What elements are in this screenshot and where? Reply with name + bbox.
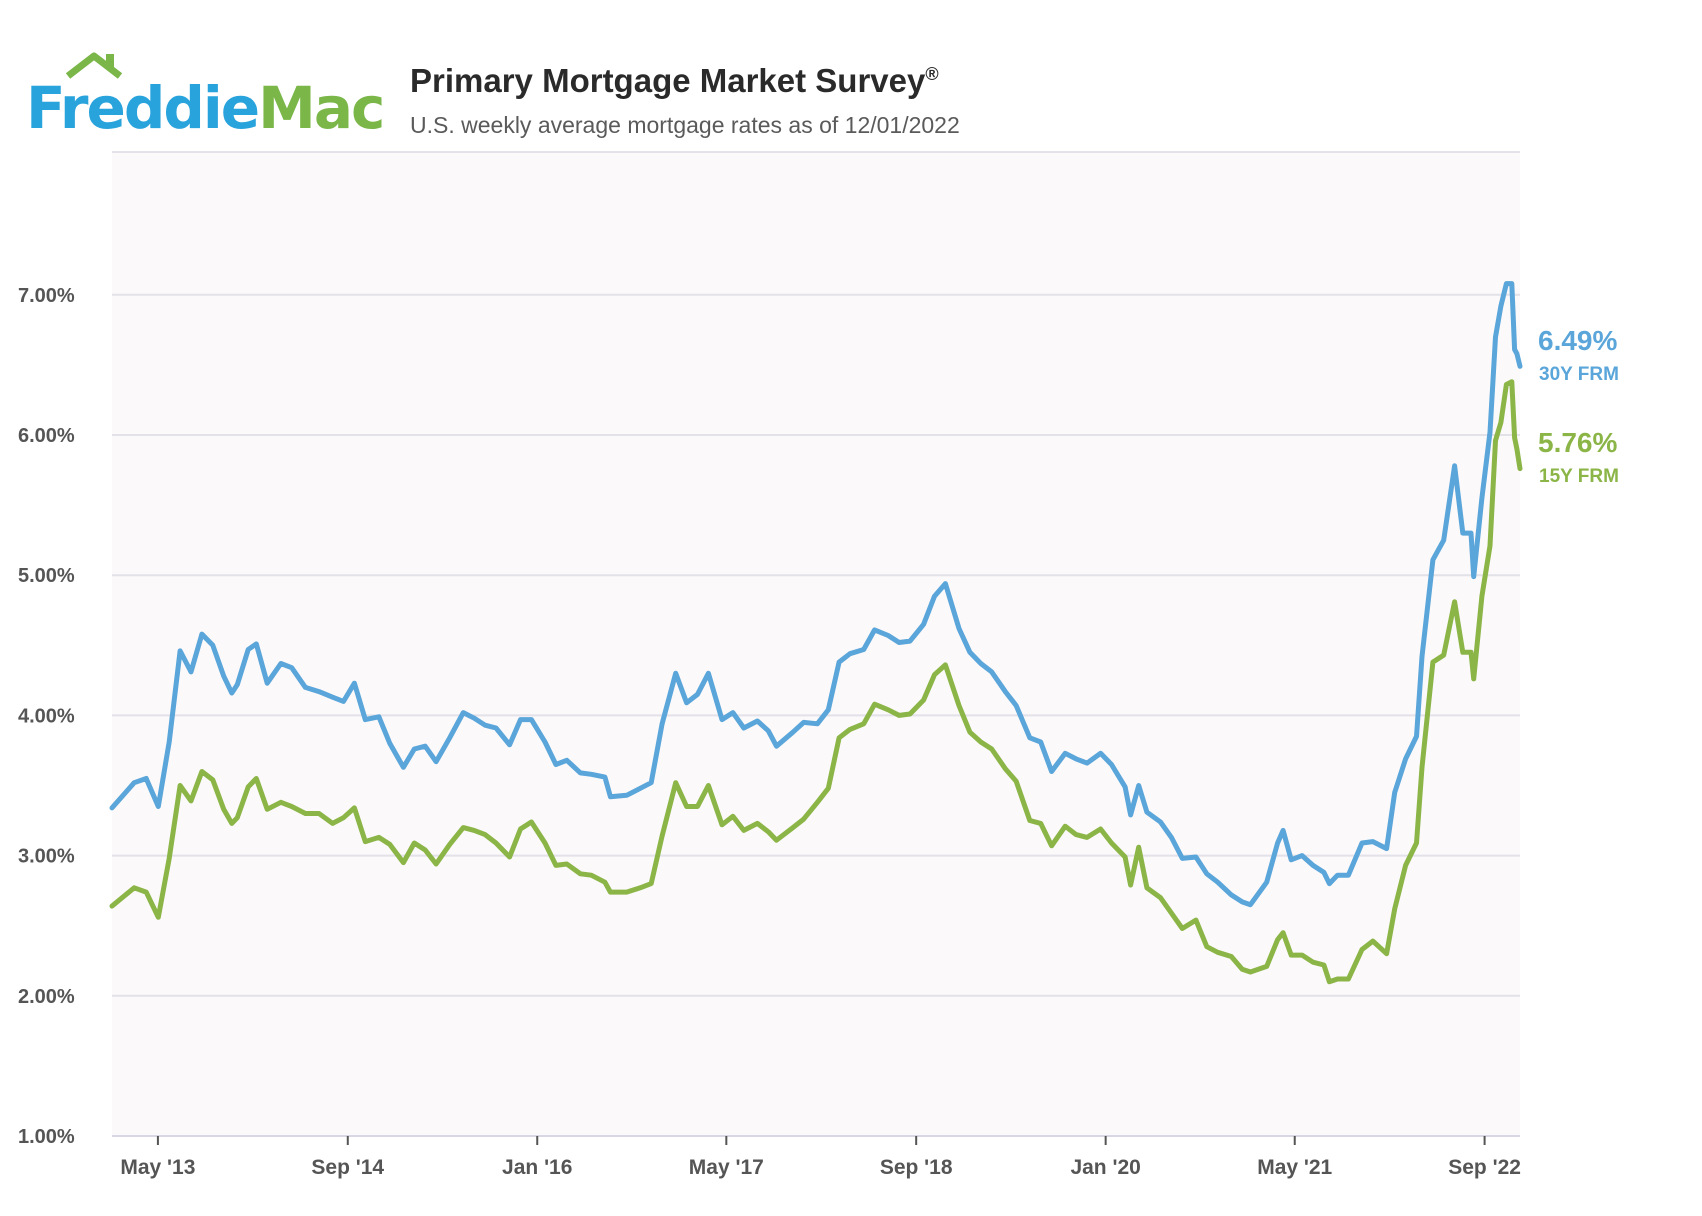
house-roof-icon bbox=[65, 52, 123, 79]
freddie-mac-logo: FreddieMac bbox=[24, 52, 385, 152]
x-tick-label: Sep '18 bbox=[880, 1156, 953, 1179]
x-tick-label: May '21 bbox=[1257, 1156, 1332, 1179]
y-tick-label: 1.00% bbox=[18, 1126, 75, 1148]
x-tick-label: Jan '16 bbox=[502, 1156, 572, 1179]
y-axis-labels: 7.00% 6.00% 5.00% 4.00% 3.00% 2.00% 1.00% bbox=[18, 285, 75, 1148]
series-lines bbox=[109, 281, 1523, 985]
end-value-label: 5.76% bbox=[1538, 427, 1617, 458]
y-tick-label: 5.00% bbox=[18, 565, 75, 587]
series-name-label: 30Y FRM bbox=[1539, 364, 1619, 385]
logo-wordmark: FreddieMac bbox=[26, 74, 385, 142]
chart-subtitle: U.S. weekly average mortgage rates as of… bbox=[410, 112, 960, 138]
x-tick-label: May '13 bbox=[120, 1156, 195, 1179]
end-labels: 6.49% 30Y FRM 5.76% 15Y FRM bbox=[1538, 325, 1619, 487]
y-tick-label: 7.00% bbox=[18, 285, 75, 307]
series-name-label: 15Y FRM bbox=[1539, 466, 1619, 487]
x-axis: May '13 Sep '14 Jan '16 May '17 Sep '18 Jan '… bbox=[120, 1136, 1521, 1179]
y-tick-label: 3.00% bbox=[18, 846, 75, 868]
chart-title: Primary Mortgage Market Survey® bbox=[410, 62, 939, 100]
y-tick-label: 6.00% bbox=[18, 425, 75, 447]
x-tick-label: Sep '22 bbox=[1448, 1156, 1521, 1179]
chart-title-text: Primary Mortgage Market Survey bbox=[410, 62, 926, 99]
registered-mark: ® bbox=[925, 64, 939, 84]
end-value-label: 6.49% bbox=[1538, 325, 1617, 356]
series-line-15y-frm bbox=[109, 379, 1523, 985]
plot-background bbox=[112, 152, 1520, 1136]
logo-mac: Mac bbox=[258, 74, 385, 142]
grid-lines bbox=[112, 293, 1520, 997]
series-line-30y-frm bbox=[109, 281, 1523, 908]
x-tick-label: May '17 bbox=[689, 1156, 764, 1179]
x-tick-label: Jan '20 bbox=[1070, 1156, 1140, 1179]
logo-freddie: Freddie bbox=[26, 74, 260, 142]
y-tick-label: 4.00% bbox=[18, 705, 75, 727]
y-tick-label: 2.00% bbox=[18, 986, 75, 1008]
x-tick-label: Sep '14 bbox=[311, 1156, 384, 1179]
